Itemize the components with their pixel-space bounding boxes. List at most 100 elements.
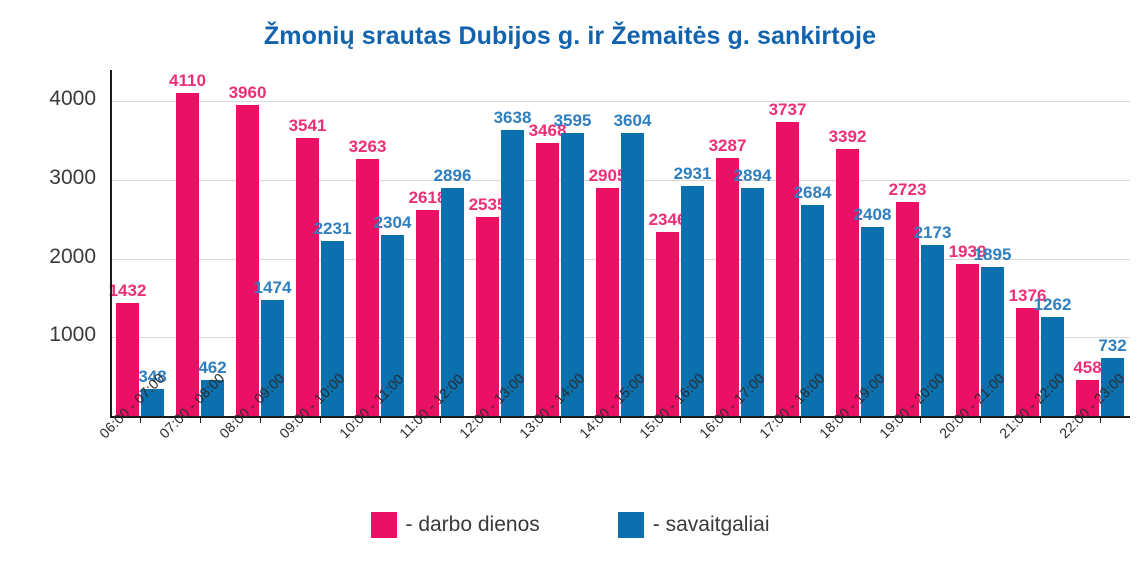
bar-value-label: 2905	[588, 165, 627, 185]
x-axis-tick	[680, 418, 681, 423]
bar-value-label: 1262	[1033, 294, 1072, 314]
bar-darbo-dienos[interactable]	[776, 122, 799, 416]
bar-value-label: 2931	[673, 163, 712, 183]
bar-value-label: 2408	[853, 204, 892, 224]
legend-item-darbo-dienos[interactable]: - darbo dienos	[370, 512, 540, 538]
legend-item-savaitgaliai[interactable]: - savaitgaliai	[617, 512, 770, 538]
chart-legend: - darbo dienos - savaitgaliai	[0, 512, 1140, 538]
legend-label: - savaitgaliai	[652, 513, 770, 536]
bar-value-label: 2894	[733, 166, 772, 186]
x-axis-tick	[200, 418, 201, 423]
x-axis-tick	[260, 418, 261, 423]
bar-darbo-dienos[interactable]	[416, 210, 439, 416]
bar-darbo-dienos[interactable]	[656, 231, 679, 416]
bar-value-label: 4110	[169, 70, 206, 90]
y-axis-tick-label: 3000	[49, 166, 96, 190]
bar-savaitgaliai[interactable]	[741, 188, 764, 416]
bar-value-label: 1376	[1008, 285, 1047, 305]
bar-value-label: 3604	[613, 110, 652, 130]
bar-value-label: 2304	[373, 212, 412, 232]
bar-value-label: 348	[138, 366, 167, 386]
bar-value-label: 3638	[493, 107, 532, 127]
bar-value-label: 2896	[433, 166, 472, 186]
x-axis-tick	[740, 418, 741, 423]
bar-savaitgaliai[interactable]	[561, 133, 584, 416]
bar-value-label: 3263	[348, 137, 387, 157]
bar-darbo-dienos[interactable]	[1016, 307, 1039, 416]
x-axis-tick	[1040, 418, 1041, 423]
x-axis-tick	[920, 418, 921, 423]
bar-savaitgaliai[interactable]	[141, 388, 164, 416]
bar-value-label: 1939	[948, 241, 987, 261]
y-axis-tick-label: 1000	[49, 323, 96, 347]
gridline	[110, 180, 1130, 182]
gridline	[110, 337, 1130, 339]
bar-value-label: 2231	[313, 218, 352, 238]
x-axis-tick	[380, 418, 381, 423]
bar-value-label: 3595	[553, 111, 592, 131]
bar-value-label: 2684	[793, 182, 832, 202]
y-axis-tick-label: 4000	[49, 87, 96, 111]
bar-value-label: 1895	[973, 244, 1012, 264]
page-title: Žmonių srautas Dubijos g. ir Žemaitės g.…	[263, 22, 877, 50]
x-axis-tick	[320, 418, 321, 423]
bar-savaitgaliai[interactable]	[921, 245, 944, 416]
bar-savaitgaliai[interactable]	[801, 204, 824, 416]
bar-darbo-dienos[interactable]	[1076, 380, 1099, 416]
bar-darbo-dienos[interactable]	[836, 149, 859, 416]
x-axis-tick	[500, 418, 501, 423]
x-axis-tick	[1100, 418, 1101, 423]
bar-savaitgaliai[interactable]	[681, 185, 704, 416]
bar-value-label: 3392	[828, 127, 867, 147]
bar-savaitgaliai[interactable]	[621, 132, 644, 416]
bar-darbo-dienos[interactable]	[296, 137, 319, 416]
bar-darbo-dienos[interactable]	[116, 303, 139, 416]
gridline	[110, 258, 1130, 260]
bar-savaitgaliai[interactable]	[861, 226, 884, 416]
bar-value-label: 732	[1098, 336, 1127, 356]
y-axis-line	[110, 70, 112, 417]
bar-savaitgaliai[interactable]	[321, 240, 344, 416]
bar-darbo-dienos[interactable]	[176, 92, 199, 416]
x-axis-tick	[140, 418, 141, 423]
bar-savaitgaliai[interactable]	[1101, 358, 1124, 416]
bar-savaitgaliai[interactable]	[981, 266, 1004, 416]
bar-darbo-dienos[interactable]	[236, 104, 259, 416]
bar-value-label: 458	[1073, 357, 1102, 377]
bar-darbo-dienos[interactable]	[896, 201, 919, 416]
bar-value-label: 3541	[288, 115, 327, 135]
plot-area: 1432 348 4110 462 3960 1474 3541 2231 3263 2304 26…	[109, 70, 1130, 416]
bar-value-label: 3960	[228, 82, 267, 102]
bar-darbo-dienos[interactable]	[956, 263, 979, 416]
bar-value-label: 2618	[408, 188, 447, 208]
bar-darbo-dienos[interactable]	[536, 143, 559, 416]
legend-label: - darbo dienos	[405, 513, 540, 536]
bar-darbo-dienos[interactable]	[716, 157, 739, 416]
bar-value-label: 2346	[648, 209, 687, 229]
gridline	[110, 101, 1130, 103]
bar-darbo-dienos[interactable]	[596, 187, 619, 416]
bar-value-label: 2723	[888, 179, 927, 199]
bar-savaitgaliai[interactable]	[201, 379, 224, 416]
x-axis-tick	[560, 418, 561, 423]
bar-darbo-dienos[interactable]	[476, 216, 499, 416]
bar-value-label: 3737	[768, 100, 807, 120]
bar-savaitgaliai[interactable]	[381, 234, 404, 416]
x-axis-tick	[620, 418, 621, 423]
bar-savaitgaliai[interactable]	[501, 129, 524, 416]
bar-value-label: 2173	[913, 223, 952, 243]
bar-value-label: 3468	[528, 121, 567, 141]
x-axis-tick	[860, 418, 861, 423]
bar-value-label: 1474	[253, 278, 292, 298]
bar-value-label: 3287	[708, 135, 747, 155]
x-axis-tick	[440, 418, 441, 423]
bar-value-label: 1432	[108, 281, 147, 301]
bar-savaitgaliai[interactable]	[261, 300, 284, 416]
bar-savaitgaliai[interactable]	[1041, 316, 1064, 416]
bar-darbo-dienos[interactable]	[356, 159, 379, 416]
y-axis-tick-label: 2000	[49, 244, 96, 268]
bar-savaitgaliai[interactable]	[441, 188, 464, 416]
bar-value-label: 2535	[468, 194, 507, 214]
legend-swatch-icon	[370, 512, 397, 538]
